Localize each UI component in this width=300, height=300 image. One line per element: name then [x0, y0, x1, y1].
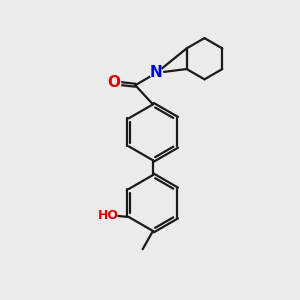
Text: N: N — [150, 65, 163, 80]
Text: O: O — [108, 75, 121, 90]
Text: HO: HO — [98, 209, 118, 222]
